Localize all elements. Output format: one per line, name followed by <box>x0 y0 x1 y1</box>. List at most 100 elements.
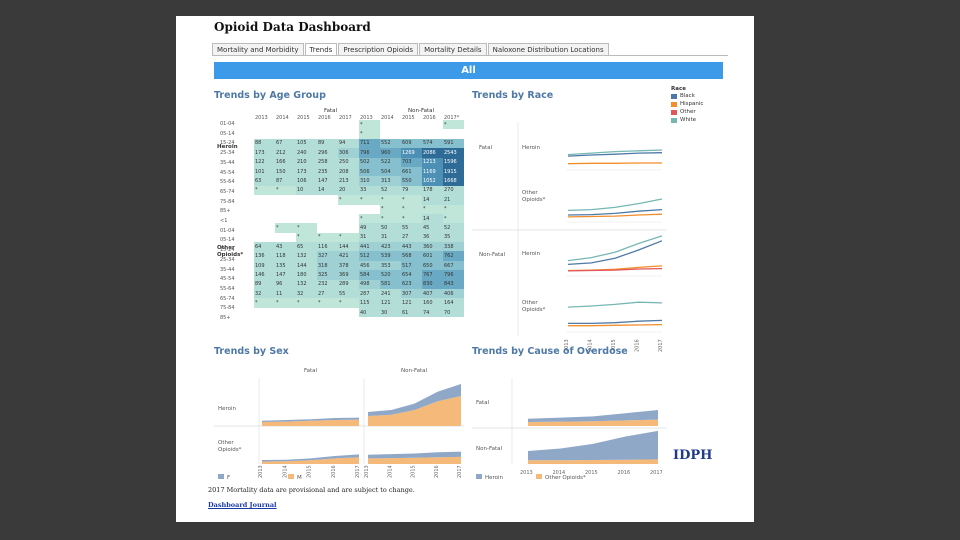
heat-cell[interactable]: 116 <box>317 242 338 252</box>
heat-cell[interactable]: 421 <box>338 251 359 261</box>
heat-cell[interactable]: * <box>317 298 338 308</box>
heat-cell[interactable]: 63 <box>254 176 275 186</box>
heat-cell[interactable]: 289 <box>338 279 359 290</box>
heat-cell[interactable]: 30 <box>380 307 401 318</box>
heat-cell[interactable] <box>254 120 275 130</box>
heat-cell[interactable]: * <box>359 213 380 224</box>
heat-cell[interactable]: 166 <box>275 157 296 167</box>
heat-cell[interactable]: 1169 <box>422 166 443 177</box>
legend-item-other[interactable]: Other <box>671 108 741 116</box>
heat-cell[interactable]: 796 <box>359 148 380 158</box>
heat-cell[interactable]: 623 <box>401 279 422 290</box>
heat-cell[interactable]: 574 <box>422 138 443 149</box>
heat-cell[interactable]: 132 <box>296 279 317 290</box>
heat-cell[interactable] <box>359 204 380 214</box>
heat-cell[interactable]: * <box>422 204 443 214</box>
race-line-white[interactable] <box>567 198 663 212</box>
heat-cell[interactable]: 109 <box>254 260 275 271</box>
heat-cell[interactable] <box>296 129 317 139</box>
heat-cell[interactable]: 10 <box>296 185 317 196</box>
heat-cell[interactable]: 65 <box>296 242 317 252</box>
cause-area-heroin[interactable] <box>528 410 658 422</box>
heat-cell[interactable] <box>338 213 359 224</box>
heat-cell[interactable]: * <box>380 195 401 205</box>
heat-cell[interactable]: 20 <box>338 185 359 196</box>
heat-cell[interactable]: 504 <box>380 166 401 177</box>
heat-cell[interactable]: 208 <box>338 166 359 177</box>
heat-cell[interactable]: 762 <box>443 251 464 261</box>
heat-cell[interactable]: * <box>401 195 422 205</box>
heat-cell[interactable]: 539 <box>380 251 401 261</box>
heat-cell[interactable]: 55 <box>338 289 359 299</box>
heat-cell[interactable]: 45 <box>422 223 443 233</box>
heat-cell[interactable]: 1668 <box>443 176 464 186</box>
sex-area-f[interactable] <box>368 384 461 416</box>
heat-cell[interactable]: 601 <box>422 251 443 261</box>
heat-cell[interactable]: 830 <box>422 279 443 290</box>
heat-cell[interactable]: 70 <box>443 307 464 318</box>
heat-cell[interactable]: 591 <box>443 138 464 149</box>
heat-cell[interactable] <box>422 120 443 130</box>
heat-cell[interactable] <box>254 204 275 214</box>
heat-cell[interactable] <box>338 120 359 130</box>
heat-cell[interactable] <box>317 204 338 214</box>
heat-cell[interactable]: 89 <box>317 138 338 149</box>
heat-cell[interactable] <box>254 129 275 139</box>
heat-cell[interactable]: 296 <box>317 148 338 158</box>
heat-cell[interactable]: * <box>254 185 275 196</box>
heat-cell[interactable] <box>275 232 296 243</box>
heat-cell[interactable]: 407 <box>422 289 443 299</box>
sex-area-m[interactable] <box>262 457 359 464</box>
race-line-white[interactable] <box>567 301 663 308</box>
sex-area-m[interactable] <box>262 419 359 426</box>
heat-cell[interactable] <box>275 120 296 130</box>
race-line-hispanic[interactable] <box>567 162 662 165</box>
heat-cell[interactable]: 552 <box>380 138 401 149</box>
heat-cell[interactable] <box>296 120 317 130</box>
heat-cell[interactable]: 27 <box>401 232 422 243</box>
heat-cell[interactable]: 378 <box>338 260 359 271</box>
heat-cell[interactable] <box>443 129 464 139</box>
heat-cell[interactable]: 250 <box>338 157 359 167</box>
cause-area-otheropioids[interactable] <box>528 459 658 464</box>
heat-cell[interactable]: 132 <box>296 251 317 261</box>
heat-cell[interactable]: 711 <box>359 138 380 149</box>
heat-cell[interactable]: 796 <box>443 270 464 280</box>
heat-cell[interactable]: 94 <box>338 138 359 149</box>
heat-cell[interactable]: 1915 <box>443 166 464 177</box>
heat-cell[interactable]: * <box>443 120 464 130</box>
heat-cell[interactable]: 144 <box>338 242 359 252</box>
sex-legend-swatch[interactable] <box>288 474 294 479</box>
heat-cell[interactable]: 661 <box>401 166 422 177</box>
heat-cell[interactable]: 360 <box>422 242 443 252</box>
heat-cell[interactable]: * <box>359 120 380 130</box>
heat-cell[interactable]: * <box>401 213 422 224</box>
heat-cell[interactable]: * <box>359 129 380 139</box>
race-line-white[interactable] <box>567 235 663 262</box>
heat-cell[interactable]: 650 <box>422 260 443 271</box>
heat-cell[interactable]: 843 <box>443 279 464 290</box>
heat-cell[interactable]: 1596 <box>443 157 464 167</box>
heat-cell[interactable]: 180 <box>296 270 317 280</box>
heat-cell[interactable]: 52 <box>380 185 401 196</box>
cause-area-heroin[interactable] <box>528 430 658 461</box>
heat-cell[interactable]: 31 <box>380 232 401 243</box>
heat-cell[interactable]: 79 <box>401 185 422 196</box>
heat-cell[interactable]: 147 <box>275 270 296 280</box>
race-line-hispanic[interactable] <box>568 323 663 327</box>
heat-cell[interactable]: 2086 <box>422 148 443 158</box>
heat-cell[interactable]: * <box>338 232 359 243</box>
heat-cell[interactable]: 441 <box>359 242 380 252</box>
heat-cell[interactable]: 136 <box>254 251 275 261</box>
heat-cell[interactable] <box>275 129 296 139</box>
sex-area-f[interactable] <box>262 454 359 462</box>
heat-cell[interactable]: 1052 <box>422 176 443 186</box>
heat-cell[interactable]: 150 <box>275 166 296 177</box>
heat-cell[interactable] <box>254 223 275 233</box>
heat-cell[interactable]: 27 <box>317 289 338 299</box>
heat-cell[interactable] <box>401 120 422 130</box>
heat-cell[interactable] <box>380 129 401 139</box>
heat-cell[interactable]: 21 <box>443 195 464 205</box>
heat-cell[interactable]: 96 <box>275 279 296 290</box>
heat-cell[interactable] <box>317 129 338 139</box>
